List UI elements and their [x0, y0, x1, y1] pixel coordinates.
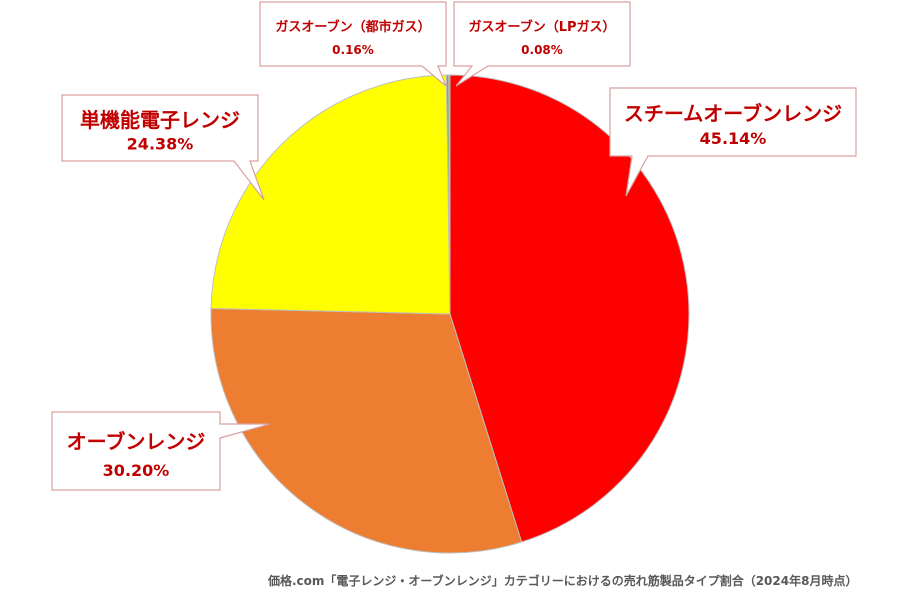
slice-label: ガスオーブン（LPガス）: [468, 19, 615, 35]
callout-box: [259, 1, 447, 87]
pie-slice-3: [210, 74, 451, 315]
callout-4: ガスオーブン（都市ガス） 0.16%: [259, 1, 447, 87]
source-note: 価格.com「電子レンジ・オーブンレンジ」カテゴリーにおけるの売れ筋製品タイプ割…: [268, 574, 858, 588]
slice-value-label: 24.38%: [127, 135, 194, 154]
slice-value-label: 0.16%: [332, 43, 374, 57]
slice-value-label: 45.14%: [700, 129, 767, 148]
pie-slice-2: [210, 307, 523, 554]
slice-label: オーブンレンジ: [67, 430, 206, 454]
slice-value-label: 30.20%: [103, 461, 170, 480]
callout-box: [61, 94, 265, 201]
pie-slices: [210, 74, 690, 554]
callout-3: 単機能電子レンジ 24.38%: [61, 94, 265, 201]
callout-box: [453, 1, 631, 87]
callout-box: [51, 411, 271, 491]
slice-label: ガスオーブン（都市ガス）: [275, 19, 430, 35]
callout-5: ガスオーブン（LPガス） 0.08%: [453, 1, 631, 87]
pie-callouts: スチームオーブンレンジ 45.14% オーブンレンジ 30.20% 単機能電子レンジ 24…: [51, 1, 857, 491]
slice-label: 単機能電子レンジ: [80, 108, 240, 132]
slice-label: スチームオーブンレンジ: [624, 102, 842, 126]
callout-box: [609, 87, 857, 197]
pie-slice-1: [449, 74, 690, 543]
callout-1: スチームオーブンレンジ 45.14%: [609, 87, 857, 197]
pie-slice-5: [448, 74, 451, 315]
callout-2: オーブンレンジ 30.20%: [51, 411, 271, 491]
slice-value-label: 0.08%: [521, 43, 563, 57]
